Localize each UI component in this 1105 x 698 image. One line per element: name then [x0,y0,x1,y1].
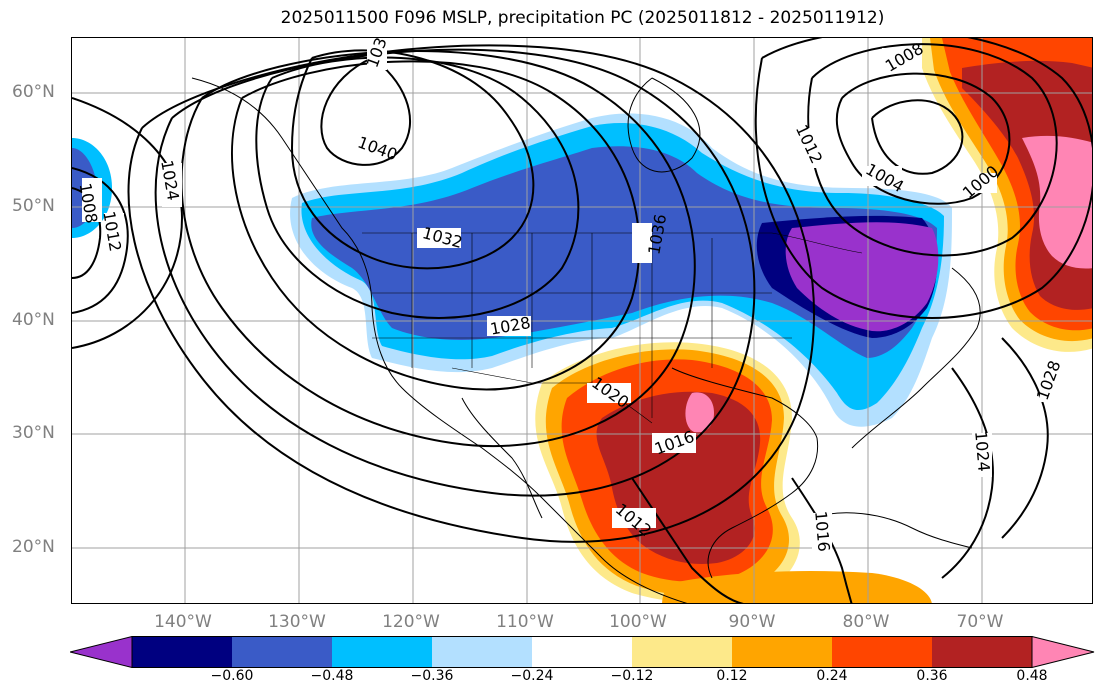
colorbar-segment [532,636,632,668]
lon-label-130w: 130°W [268,612,326,632]
coastline-pacific [191,77,688,603]
isobar-low-northeast-1008 [871,99,964,175]
coastline-atlantic [851,267,981,449]
isobar-label-1016-east: 1016 [811,510,833,552]
colorbar-segment [732,636,832,668]
colorbar-extend-right [1031,636,1095,668]
isobar-1016-east [791,477,853,603]
colorbar-tick-label: 0.36 [916,668,948,684]
colorbar-extend-left [70,636,133,668]
isobar-1016 [127,44,815,543]
precip-area-pink-gulf [685,392,714,433]
coastlines [191,77,981,603]
lon-label-120w: 120°W [382,612,440,632]
colorbar-tick-label: 0.48 [1016,668,1048,684]
isobar-1040 [320,57,412,166]
isobar-1024-east [941,367,994,579]
isobar-1012-south [631,477,744,603]
map-panel: 1040 1036 1032 1028 1024 1020 1016 1012 … [71,37,1093,604]
map-canvas: 1040 1036 1032 1028 1024 1020 1016 1012 … [72,38,1092,603]
lat-label-30n: 30°N [12,423,55,443]
lon-label-140w: 140°W [154,612,212,632]
isobar-1028-east [1001,337,1049,539]
isobar-1024-west [72,97,184,349]
colorbar [70,636,1095,668]
mslp-isobars [72,38,1092,603]
lat-label-50n: 50°N [12,196,55,216]
lat-label-60n: 60°N [12,82,55,102]
isobar-low-northeast-1000 [807,43,1058,257]
precip-area-pink-northeast [1022,135,1092,269]
precip-area-medium-blue [311,146,937,358]
precip-positive-fields [535,38,1092,603]
coastline-gulf [671,367,819,579]
colorbar-tick-label: 0.24 [816,668,848,684]
lat-label-40n: 40°N [12,310,55,330]
lat-label-20n: 20°N [12,537,55,557]
coastline-baja [461,397,543,519]
lon-label-90w: 90°W [728,612,776,632]
colorbar-segment [132,636,232,668]
isobar-label-1024-east: 1024 [971,430,993,472]
border-us-canada [362,232,863,254]
isobar-1012-northeast [754,38,1092,319]
colorbar-tick-label: −0.12 [610,668,654,684]
isobar-1024-center [180,50,696,447]
colorbar-tick-label: −0.60 [210,668,254,684]
lon-label-80w: 80°W [842,612,890,632]
coastline-cuba [811,512,973,549]
colorbar-segment [932,636,1032,668]
colorbar-segments [70,636,1095,668]
precip-area-orange-south [662,571,932,603]
colorbar-segment [232,636,332,668]
colorbar-segment [332,636,432,668]
isobar-label-1040: 1040 [355,133,400,165]
colorbar-tick-label: −0.24 [510,668,554,684]
isobar-1036 [290,49,535,270]
colorbar-tick-label: −0.36 [410,668,454,684]
colorbar-segment [832,636,932,668]
colorbar-segment [432,636,532,668]
colorbar-tick-label: −0.48 [310,668,354,684]
colorbar-border [131,636,1033,668]
colorbar-segment [632,636,732,668]
lon-label-110w: 110°W [496,612,554,632]
chart-title: 2025011500 F096 MSLP, precipitation PC (… [280,8,885,28]
coastline-hudson [627,77,701,173]
isobar-1028 [231,60,641,391]
colorbar-tick-label: 0.12 [716,668,748,684]
lon-label-100w: 100°W [609,612,667,632]
isobar-1032 [255,56,580,319]
lon-label-70w: 70°W [956,612,1004,632]
